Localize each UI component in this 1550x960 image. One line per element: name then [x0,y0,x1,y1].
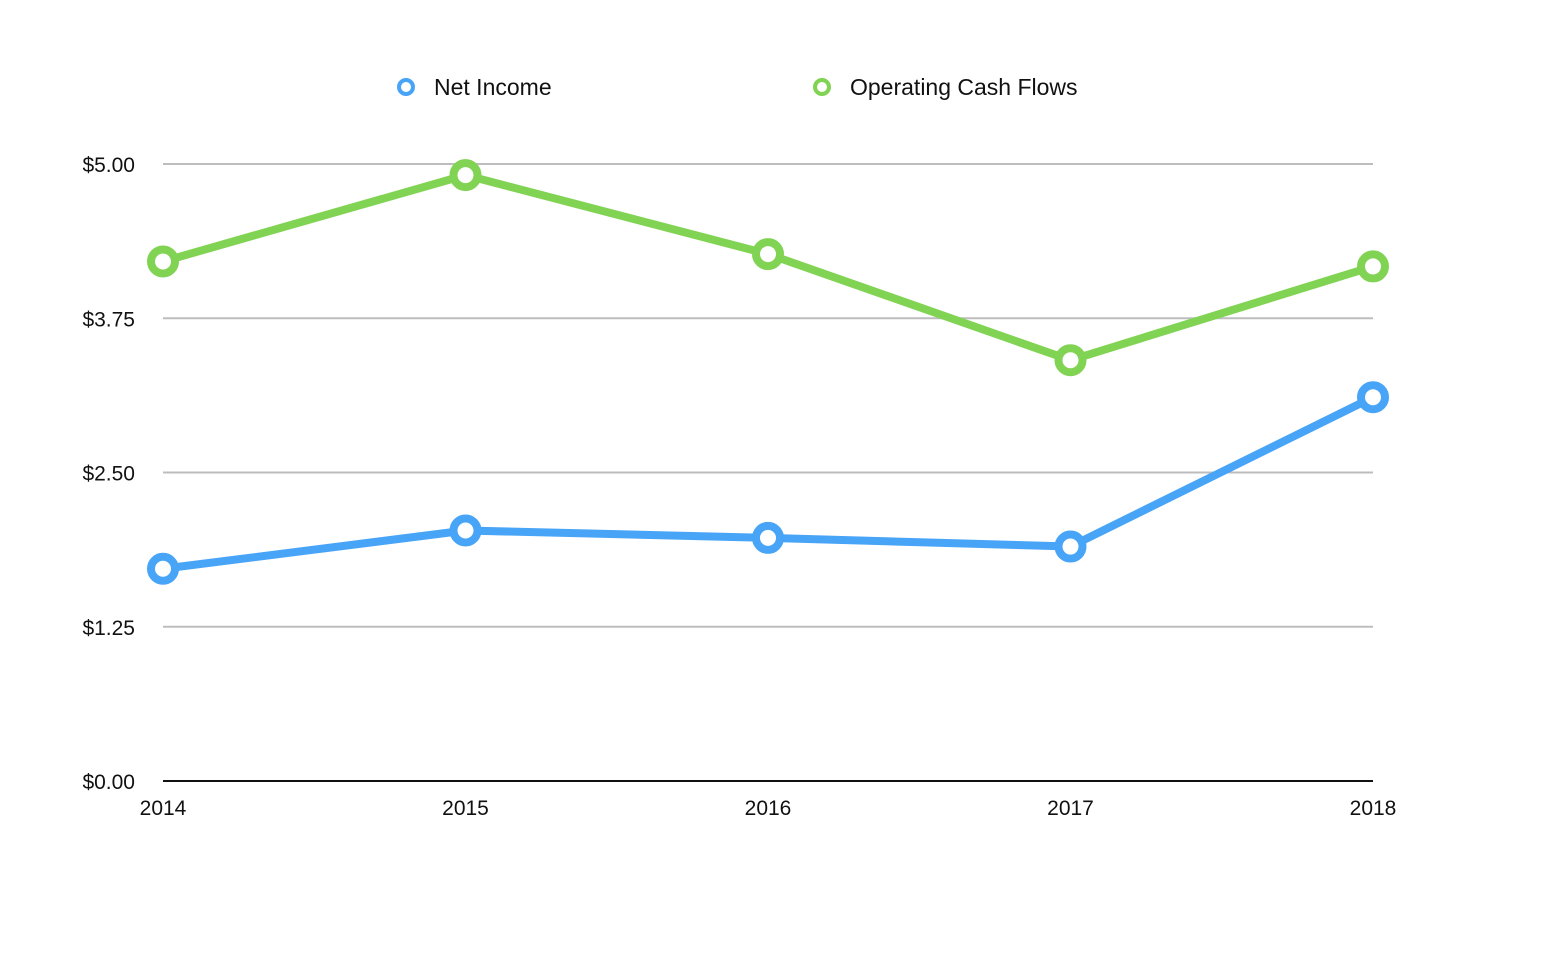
legend-item-operating-cash-flows[interactable]: Operating Cash Flows [813,74,1078,100]
legend-marker-icon [397,78,415,96]
legend-label: Operating Cash Flows [850,74,1078,100]
data-point-marker[interactable] [147,552,179,585]
x-tick-label: 2015 [442,797,489,820]
data-point-marker[interactable] [1054,344,1087,377]
y-tick-label: $0.00 [82,771,135,794]
data-point-marker[interactable] [752,521,784,554]
data-point-marker[interactable] [1054,530,1087,563]
y-tick-label: $2.50 [82,463,135,486]
legend-item-net-income[interactable]: Net Income [397,74,552,100]
data-point-marker[interactable] [1357,250,1389,283]
series-operating-cash-flows [147,159,1389,377]
series-layer [147,159,1389,585]
data-point-marker[interactable] [449,159,482,192]
x-tick-label: 2016 [745,797,792,820]
x-tick-label: 2018 [1350,797,1397,820]
x-tick-label: 2017 [1047,797,1094,820]
y-tick-label: $3.75 [82,308,135,331]
data-point-marker[interactable] [449,514,482,547]
legend-marker-icon [813,78,831,96]
legend: Net Income Operating Cash Flows [397,74,1078,100]
y-tick-label: $1.25 [82,617,135,640]
data-point-marker[interactable] [752,238,784,271]
x-tick-label: 2014 [140,797,187,820]
y-axis-labels: $0.00 $1.25 $2.50 $3.75 $5.00 [82,154,135,794]
y-tick-label: $5.00 [82,154,135,177]
series-net-income [147,381,1389,585]
gridlines [163,163,1373,628]
legend-label: Net Income [434,74,552,100]
data-point-marker[interactable] [1357,381,1389,414]
x-axis-labels: 2014 2015 2016 2017 2018 [140,797,1397,820]
data-point-marker[interactable] [147,245,179,278]
